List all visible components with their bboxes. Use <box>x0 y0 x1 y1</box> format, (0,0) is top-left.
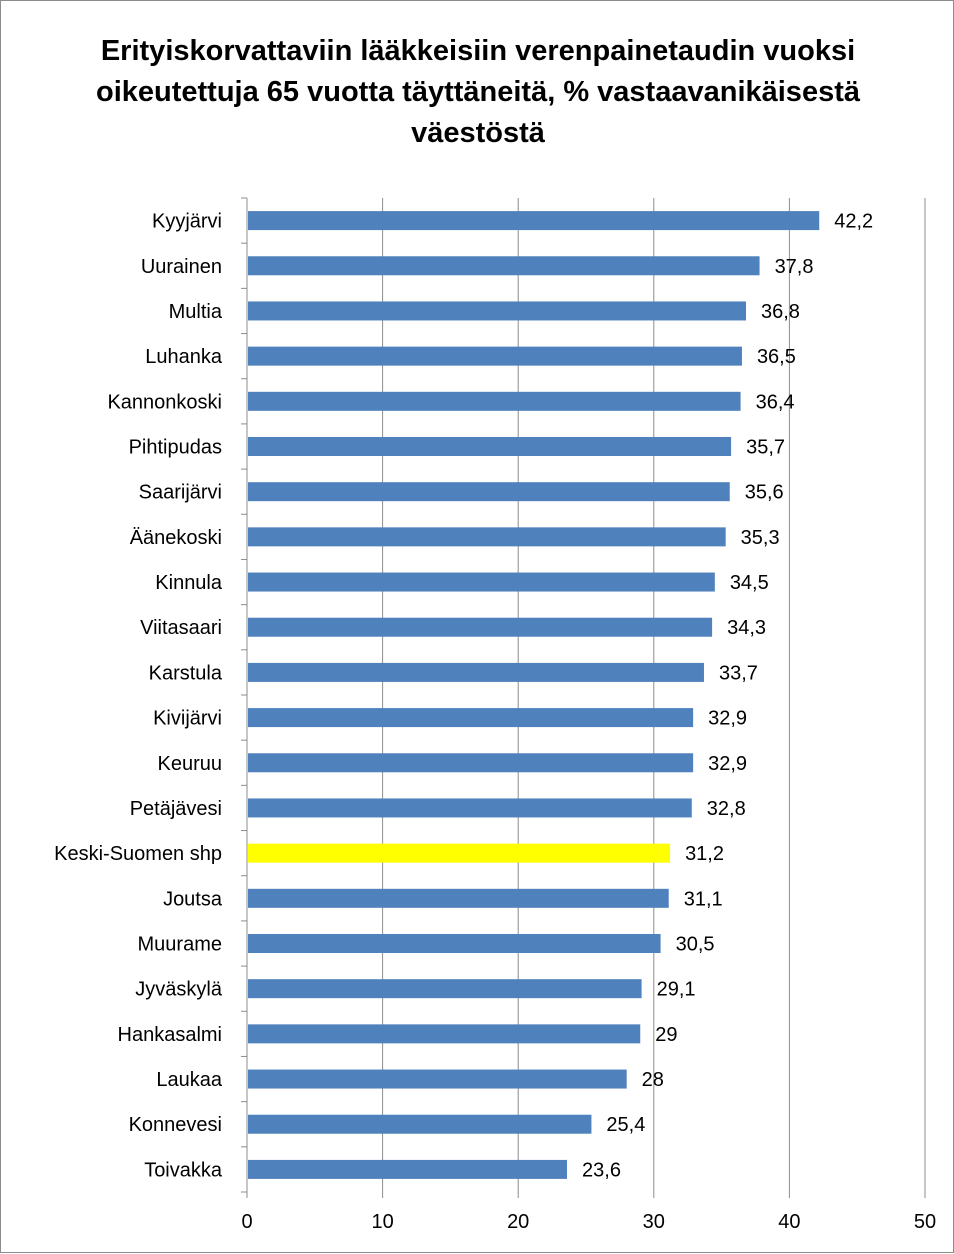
bar <box>248 437 732 456</box>
bar <box>248 1024 641 1044</box>
category-label: Saarijärvi <box>139 482 222 504</box>
bar <box>248 572 715 592</box>
bar <box>248 1159 568 1179</box>
value-label: 42,2 <box>834 211 873 233</box>
value-label: 36,5 <box>757 346 796 368</box>
value-label: 35,3 <box>741 527 780 549</box>
bar <box>248 482 730 502</box>
value-label: 34,5 <box>730 572 769 594</box>
value-label: 35,7 <box>746 437 785 459</box>
x-tick-label: 10 <box>371 1211 393 1233</box>
bar <box>248 527 726 547</box>
bar <box>248 301 747 321</box>
value-label: 35,6 <box>745 482 784 504</box>
value-label: 36,4 <box>756 391 795 413</box>
x-tick-label: 40 <box>778 1211 800 1233</box>
x-tick-label: 0 <box>241 1211 252 1233</box>
bar <box>248 798 692 818</box>
bar <box>248 753 694 773</box>
bar <box>248 708 694 728</box>
x-tick-label: 50 <box>914 1211 936 1233</box>
category-label: Luhanka <box>145 346 223 368</box>
category-label: Uurainen <box>141 256 222 278</box>
category-label: Kannonkoski <box>107 391 222 413</box>
category-label: Pihtipudas <box>129 437 222 459</box>
value-label: 28 <box>642 1069 664 1091</box>
bar <box>248 1069 627 1089</box>
category-label: Multia <box>169 301 223 323</box>
value-label: 31,1 <box>684 888 723 910</box>
category-label: Toivakka <box>144 1159 223 1181</box>
bar <box>248 391 741 411</box>
bar <box>248 662 704 682</box>
category-label: Keski-Suomen shp <box>54 843 222 865</box>
value-label: 31,2 <box>685 843 724 865</box>
bar <box>248 346 742 366</box>
category-label: Viitasaari <box>140 617 222 639</box>
bar <box>248 979 642 999</box>
bar <box>248 843 671 863</box>
x-tick-label: 20 <box>507 1211 529 1233</box>
category-label: Kyyjärvi <box>152 211 222 233</box>
bar <box>248 888 669 908</box>
category-label: Laukaa <box>156 1069 222 1091</box>
category-label: Konnevesi <box>129 1114 222 1136</box>
value-label: 32,9 <box>708 708 747 730</box>
value-label: 23,6 <box>582 1159 621 1181</box>
value-label: 34,3 <box>727 617 766 639</box>
category-label: Petäjävesi <box>130 798 222 820</box>
value-label: 30,5 <box>676 934 715 956</box>
value-label: 32,8 <box>707 798 746 820</box>
value-label: 29,1 <box>657 979 696 1001</box>
value-label: 33,7 <box>719 662 758 684</box>
bar <box>248 617 713 637</box>
category-label: Jyväskylä <box>135 979 223 1001</box>
category-label: Kivijärvi <box>153 708 222 730</box>
bar <box>248 256 760 276</box>
category-label: Hankasalmi <box>118 1024 222 1046</box>
bar <box>248 1114 592 1134</box>
category-label: Muurame <box>138 934 222 956</box>
category-label: Joutsa <box>163 888 223 910</box>
category-label: Kinnula <box>155 572 223 594</box>
value-label: 37,8 <box>775 256 814 278</box>
bar <box>248 211 820 231</box>
x-tick-label: 30 <box>643 1211 665 1233</box>
category-label: Keuruu <box>158 753 223 775</box>
value-label: 36,8 <box>761 301 800 323</box>
chart-title: Erityiskorvattaviin lääkkeisiin verenpai… <box>96 35 860 149</box>
category-label: Karstula <box>149 662 223 684</box>
value-label: 32,9 <box>708 753 747 775</box>
bar <box>248 934 661 953</box>
value-label: 25,4 <box>606 1114 645 1136</box>
category-label: Äänekoski <box>130 527 222 549</box>
value-label: 29 <box>655 1024 677 1046</box>
